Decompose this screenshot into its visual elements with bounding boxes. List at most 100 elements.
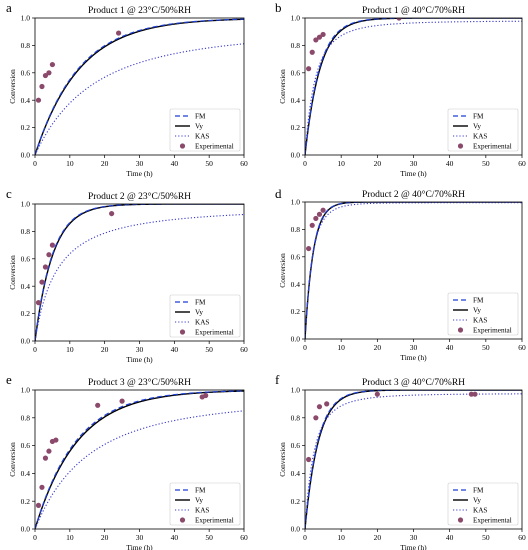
x-tick-label: 60 [518, 533, 526, 542]
experimental-point [309, 222, 315, 228]
experimental-point [316, 34, 323, 40]
experimental-point [320, 207, 326, 213]
y-tick-label: 0.4 [21, 282, 31, 291]
chart-title: Product 1 @ 40°C/70%RH [362, 5, 465, 16]
legend-box [169, 108, 241, 152]
x-tick-label: 0 [303, 533, 307, 542]
legend-label: FM [473, 113, 484, 121]
x-axis-label: Time (h) [400, 169, 427, 178]
x-tick-label: 30 [136, 533, 144, 542]
series-fm-line [35, 390, 244, 529]
series-kas-line [305, 20, 522, 155]
experimental-point [320, 31, 326, 38]
series-group [305, 202, 522, 339]
legend-label: FM [195, 113, 206, 121]
series-kas-line [35, 410, 244, 529]
x-tick-label: 50 [482, 533, 490, 542]
legend-label: Experimental [195, 329, 234, 337]
legend: FM Vy KAS Experimental [447, 108, 519, 152]
experimental-point [35, 502, 42, 508]
y-tick-label: 0.4 [291, 96, 301, 105]
experimental-point [119, 398, 125, 404]
y-tick-label: 0.8 [21, 413, 31, 422]
y-tick-label: 0.2 [291, 123, 301, 132]
y-tick-label: 0.0 [291, 525, 301, 534]
legend-label: Vy [473, 497, 481, 505]
x-tick-label: 20 [101, 345, 109, 354]
experimental-point [316, 211, 323, 217]
experimental-point [324, 401, 330, 407]
experimental-point [49, 61, 56, 68]
legend-label: KAS [473, 507, 487, 515]
legend-label: Vy [473, 307, 481, 315]
legend-label: Experimental [473, 517, 512, 525]
legend-label: Experimental [195, 143, 234, 151]
legend-experimental-swatch [179, 143, 186, 149]
y-tick-label: 0.0 [21, 337, 31, 346]
experimental-point [53, 437, 59, 443]
experimental-point [313, 415, 319, 421]
chart-title: Product 3 @ 23°C/50%RH [88, 377, 191, 388]
legend-label: Experimental [473, 143, 512, 151]
x-tick-label: 0 [33, 533, 37, 542]
legend-experimental-swatch [457, 517, 464, 523]
panel-letter: f [275, 372, 280, 387]
series-kas-line [305, 393, 522, 529]
legend-label: Vy [195, 309, 203, 317]
y-tick-label: 0.0 [21, 151, 31, 160]
y-tick-label: 0.6 [291, 252, 301, 261]
x-tick-label: 10 [337, 533, 345, 542]
y-axis-label: Conversion [278, 442, 287, 477]
series-fm-line [35, 18, 244, 155]
x-axis-label: Time (h) [400, 543, 427, 550]
panel-letter: b [275, 0, 282, 15]
experimental-point [42, 264, 49, 270]
legend-label: FM [473, 297, 484, 305]
legend-label: Vy [473, 123, 481, 131]
chart-panel-c: c Product 2 @ 23°C/50%RH 0 10 20 30 40 50 60 0.0 0… [6, 186, 248, 364]
experimental-point [35, 300, 42, 306]
x-tick-label: 30 [136, 159, 144, 168]
experimental-point [306, 456, 312, 463]
legend-label: Experimental [195, 517, 234, 525]
legend-label: Experimental [473, 327, 512, 335]
x-tick-label: 30 [410, 343, 418, 352]
y-tick-label: 0.4 [21, 96, 31, 105]
experimental-point [309, 49, 315, 55]
y-axis-label: Conversion [278, 253, 287, 288]
x-tick-label: 50 [482, 343, 490, 352]
y-tick-label: 0.4 [291, 469, 301, 478]
legend: FM Vy KAS Experimental [447, 482, 519, 526]
x-tick-label: 40 [171, 345, 179, 354]
experimental-point [39, 83, 45, 90]
legend-box [169, 294, 241, 338]
x-tick-label: 60 [240, 533, 248, 542]
legend-label: KAS [195, 507, 209, 515]
series-kas-line [305, 202, 522, 339]
legend-experimental-swatch [179, 517, 186, 523]
x-tick-label: 30 [410, 159, 418, 168]
series-kas-line [35, 43, 244, 155]
experimental-point [116, 30, 122, 36]
experimental-point [468, 391, 474, 397]
chart-panel-a: a Product 1 @ 23°C/50%RH 0 10 20 30 40 50 60 0.0 0… [6, 0, 248, 178]
chart-panel-b: b Product 1 @ 40°C/70%RH 0 10 20 30 40 50 60 0.0 0… [275, 0, 526, 178]
chart-title: Product 1 @ 23°C/50%RH [88, 5, 191, 16]
y-tick-label: 0.2 [291, 497, 301, 506]
x-tick-label: 0 [303, 159, 307, 168]
experimental-point [95, 402, 101, 408]
y-tick-label: 1.0 [21, 386, 31, 395]
x-tick-label: 20 [374, 159, 382, 168]
y-tick-label: 0.6 [21, 254, 31, 263]
legend-label: KAS [195, 319, 209, 327]
x-tick-label: 0 [303, 343, 307, 352]
x-tick-label: 20 [374, 533, 382, 542]
y-tick-label: 1.0 [291, 386, 301, 395]
panel-letter: e [6, 372, 12, 387]
x-tick-label: 50 [482, 159, 490, 168]
legend-label: FM [195, 487, 206, 495]
experimental-point [374, 391, 380, 397]
experimental-point [313, 215, 319, 222]
y-tick-label: 0.0 [21, 525, 31, 534]
